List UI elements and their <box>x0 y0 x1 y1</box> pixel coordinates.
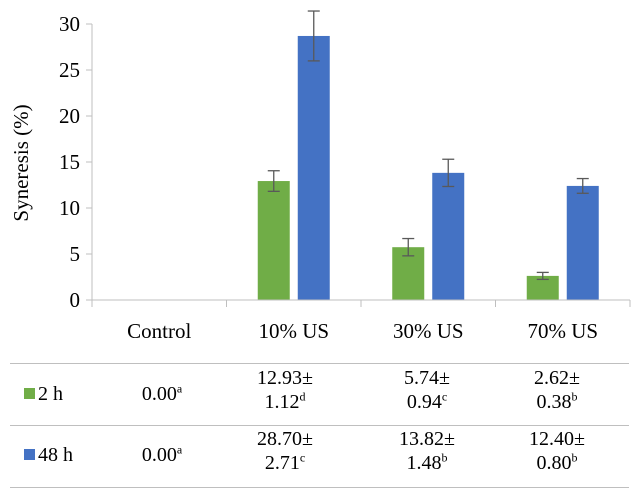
x-tick-label: Control <box>127 319 191 343</box>
error-bar <box>402 237 415 257</box>
table-rule-middle <box>10 425 629 426</box>
error-bar <box>307 10 320 62</box>
table-cell-48h-70us: 12.40± 0.80b <box>529 428 585 474</box>
table-row-48h: 48 h 0.00a 28.70± 2.71c 13.82± 1.48b 12.… <box>0 427 639 483</box>
table-cell-48h-control: 0.00a <box>141 442 183 466</box>
y-axis-label: Syneresis (%) <box>9 104 33 221</box>
y-tick-label: 5 <box>70 242 81 266</box>
x-axis: Control 10% US 30% US 70% US <box>91 299 631 343</box>
bars <box>257 10 599 301</box>
table-cell-48h-10us: 28.70± 2.71c <box>257 428 313 474</box>
bar-chart: Syneresis (%) 0 5 10 15 20 25 30 Control 10% US… <box>9 10 631 343</box>
y-tick-label: 25 <box>59 58 80 82</box>
y-axis: 0 5 10 15 20 25 30 <box>59 12 93 312</box>
error-bar <box>442 158 455 188</box>
bar-2h <box>257 181 290 300</box>
y-tick-label: 0 <box>70 288 81 312</box>
legend-label-48h: 48 h <box>38 443 73 466</box>
bar-48h <box>297 35 330 301</box>
y-tick-label: 10 <box>59 196 80 220</box>
legend-key-48h <box>24 449 35 460</box>
legend-label-2h: 2 h <box>38 382 63 405</box>
y-tick-label: 20 <box>59 104 80 128</box>
x-tick-label: 70% US <box>527 319 598 343</box>
x-tick-label: 30% US <box>393 319 464 343</box>
table-row-2h: 2 h 0.00a 12.93± 1.12d 5.74± 0.94c 2.62±… <box>0 366 639 422</box>
table-cell-2h-70us: 2.62± 0.38b <box>534 367 580 413</box>
table-rule-top <box>10 363 629 364</box>
bar-48h <box>566 185 599 300</box>
bar-48h <box>432 172 465 300</box>
y-tick-label: 15 <box>59 150 80 174</box>
legend-key-2h <box>24 388 35 399</box>
table-cell-2h-10us: 12.93± 1.12d <box>257 367 313 413</box>
y-tick-label: 30 <box>59 12 80 36</box>
error-bar <box>576 177 589 194</box>
error-bar <box>267 170 280 192</box>
error-bar <box>536 271 549 281</box>
table-cell-48h-30us: 13.82± 1.48b <box>399 428 455 474</box>
table-cell-2h-30us: 5.74± 0.94c <box>404 367 450 413</box>
table-rule-bottom <box>10 487 629 488</box>
x-tick-label: 10% US <box>258 319 329 343</box>
table-cell-2h-control: 0.00a <box>141 381 183 405</box>
